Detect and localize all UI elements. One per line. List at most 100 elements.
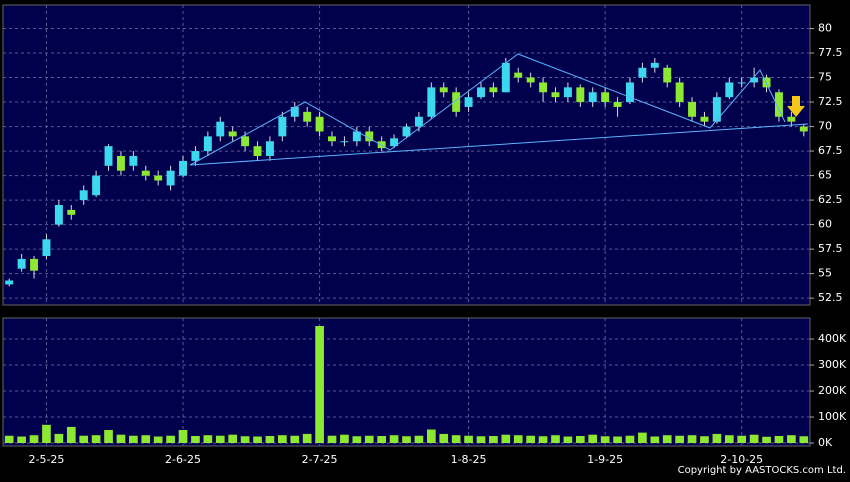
volume-bar (17, 436, 26, 444)
candle-body (290, 106, 299, 117)
y-tick-label: 57.5 (818, 242, 843, 255)
volume-bar (215, 435, 225, 444)
volume-bar (290, 435, 300, 444)
volume-bar (675, 435, 684, 444)
candle-body (613, 102, 622, 107)
volume-bar (129, 435, 138, 444)
y-tick-label: 300K (818, 358, 847, 371)
x-tick-label: 2-6-25 (165, 453, 201, 466)
candle-body (526, 77, 535, 83)
candle-body (191, 151, 200, 161)
y-tick-label: 62.5 (818, 193, 843, 206)
candle-body (712, 97, 721, 122)
candle-body (141, 170, 150, 176)
candle-body (30, 258, 39, 271)
volume-bar (749, 434, 759, 444)
volume-panel (2, 317, 811, 447)
candle-body (241, 136, 250, 147)
y-tick-label: 200K (818, 384, 847, 397)
volume-bar (166, 435, 175, 444)
candle-body (303, 111, 312, 122)
candle-body (129, 155, 138, 166)
candle-body (54, 205, 63, 225)
candle-body (489, 87, 498, 93)
candle-body (79, 190, 88, 201)
copyright: Copyright by AASTOCKS.com Ltd. (678, 465, 846, 476)
candle-body (799, 126, 808, 132)
candle-body (42, 239, 51, 256)
candle-body (650, 62, 659, 68)
volume-bar (4, 435, 14, 444)
volume-bar (774, 435, 784, 444)
candle-body (166, 170, 175, 186)
candle-body (452, 92, 461, 112)
candle-body (17, 258, 26, 269)
volume-bar (178, 430, 188, 444)
volume-bar (737, 435, 747, 444)
neckline (189, 123, 809, 166)
volume-bar (464, 435, 473, 444)
candle-body (787, 116, 796, 122)
candle-body (253, 146, 262, 156)
candle-body (315, 116, 324, 132)
candle-body (700, 116, 709, 122)
candle-body (340, 141, 349, 143)
volume-bar (799, 436, 809, 444)
candle-body (774, 92, 783, 117)
x-tick-label: 2-10-25 (720, 453, 763, 466)
candle-body (464, 97, 473, 107)
volume-bar (489, 435, 498, 444)
x-tick-label: 2-5-25 (28, 453, 64, 466)
y-tick-label: 60 (818, 218, 832, 231)
candle-body (539, 82, 548, 93)
volume-bar (476, 436, 486, 444)
candle-body (439, 87, 448, 93)
volume-bar (625, 435, 635, 444)
y-tick-label: 0K (818, 436, 833, 449)
candle-body (228, 131, 237, 137)
candle-body (514, 72, 523, 78)
y-tick-label: 100K (818, 410, 847, 423)
volume-bar (278, 435, 287, 444)
volume-bar (638, 432, 647, 444)
candle-body (762, 77, 771, 88)
volume-bar (439, 433, 449, 444)
volume-bar (116, 434, 126, 444)
candle-body (154, 175, 163, 181)
candle-body (551, 92, 560, 98)
x-tick-label: 1-9-25 (587, 453, 623, 466)
volume-bar (315, 326, 324, 444)
volume-bar (700, 436, 709, 444)
volume-bar (501, 434, 511, 444)
x-tick-label: 2-7-25 (302, 453, 338, 466)
candle-body (365, 131, 374, 142)
volume-bar (451, 435, 461, 444)
volume-bar (327, 435, 337, 444)
candle-body (414, 116, 423, 127)
candle-body (390, 138, 399, 147)
candle-body (278, 116, 287, 137)
volume-bar (340, 434, 349, 444)
y-tick-label: 77.5 (818, 46, 843, 59)
volume-bar (79, 435, 89, 444)
candle-body (588, 92, 597, 103)
candle-body (638, 67, 647, 78)
y-tick-label: 80 (818, 22, 832, 35)
candle-body (104, 146, 113, 166)
candle-body (265, 141, 274, 156)
y-tick-label: 75 (818, 71, 832, 84)
y-tick-label: 70 (818, 120, 832, 133)
volume-bar (191, 435, 200, 444)
volume-bar (513, 435, 523, 444)
y-tick-label: 55 (818, 267, 832, 280)
candle-body (750, 77, 759, 83)
volume-bar (588, 434, 598, 444)
candle-body (576, 87, 585, 103)
volume-bar (402, 436, 411, 444)
volume-bar (91, 435, 101, 444)
volume-bar (787, 435, 796, 444)
signal-arrow (787, 96, 805, 117)
volume-bar (650, 436, 660, 444)
candle-body (352, 131, 361, 142)
y-tick-label: 65 (818, 169, 832, 182)
